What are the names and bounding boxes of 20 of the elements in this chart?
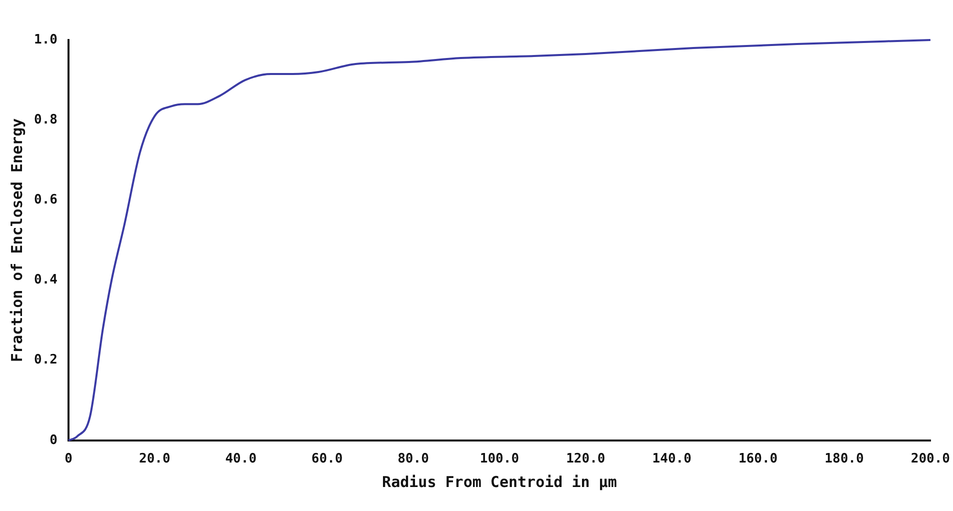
y-tick-label: 0.8 [34, 112, 58, 128]
x-tick-label: 140.0 [652, 452, 692, 467]
y-tick-label: 0.6 [34, 192, 58, 208]
x-tick-label: 80.0 [398, 452, 430, 467]
x-tick-label: 20.0 [139, 452, 170, 467]
x-tick-label: 160.0 [738, 452, 778, 467]
x-axis-title: Radius From Centroid in µm [382, 472, 617, 491]
x-tick-label: 40.0 [225, 452, 257, 467]
x-tick-label: 100.0 [480, 452, 520, 467]
y-tick-label: 0.4 [34, 272, 58, 288]
x-tick-label: 60.0 [311, 452, 343, 467]
x-tick-label: 120.0 [566, 452, 606, 467]
x-tick-label: 0 [64, 452, 73, 467]
y-axis-title: Fraction of Enclosed Energy [8, 118, 26, 362]
y-tick-label: 0 [50, 432, 58, 448]
y-tick-label: 1.0 [34, 32, 58, 48]
x-tick-label: 180.0 [824, 452, 864, 467]
line-series [67, 39, 932, 442]
x-tick-label: 200.0 [910, 452, 950, 467]
y-tick-label: 0.2 [34, 352, 58, 368]
